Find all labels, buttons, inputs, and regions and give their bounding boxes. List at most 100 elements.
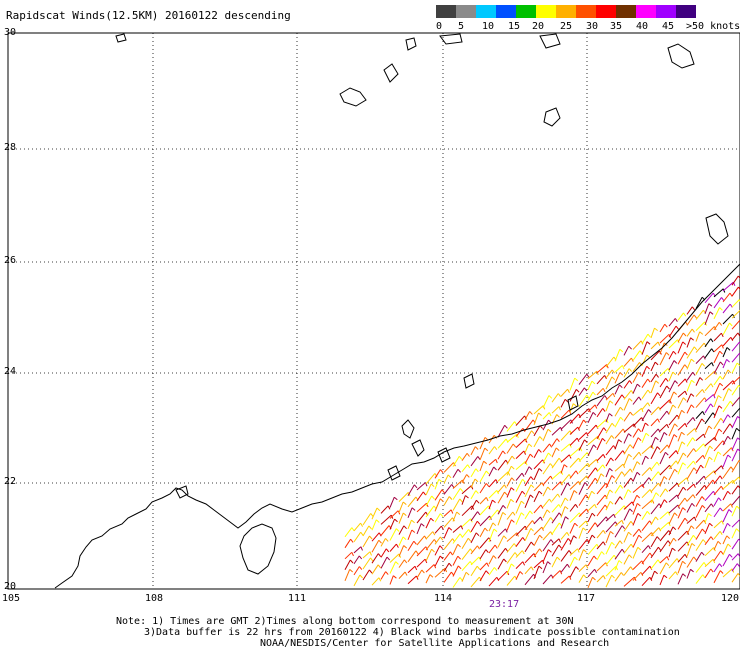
wind-barb-feather	[737, 506, 740, 509]
wind-barb-feather	[693, 438, 696, 441]
wind-barb-feather	[515, 553, 517, 556]
wind-barb-feather	[674, 361, 677, 364]
wind-barb	[714, 486, 721, 495]
wind-barb-feather	[639, 535, 642, 538]
wind-barb-feather	[658, 547, 660, 550]
wind-barb-feather	[664, 477, 667, 480]
wind-barb-feather	[612, 575, 615, 578]
wind-barb	[408, 508, 412, 518]
wind-barb-feather	[370, 536, 373, 539]
wind-barb-feather	[523, 562, 525, 566]
wind-barb	[732, 385, 739, 395]
wind-barb	[732, 416, 738, 428]
wind-barb	[525, 454, 530, 464]
wind-barb	[435, 499, 440, 512]
wind-barb-feather	[522, 491, 525, 494]
wind-barb	[345, 552, 352, 559]
wind-barb-feather	[612, 542, 615, 545]
wind-barb	[561, 550, 569, 561]
wind-barb-feather	[703, 540, 706, 543]
lon-label: 114	[434, 593, 452, 604]
wind-barb	[489, 577, 497, 586]
wind-barb	[714, 441, 723, 451]
wind-barb	[354, 523, 361, 531]
wind-barb	[354, 556, 359, 564]
wind-barb-feather	[350, 560, 353, 563]
wind-barb-feather	[494, 529, 497, 532]
wind-barb-feather	[737, 428, 740, 431]
wind-barb-feather	[665, 489, 667, 492]
wind-barb-feather	[441, 526, 443, 530]
wind-barb-feather	[731, 467, 733, 470]
wind-barb	[435, 546, 440, 556]
wind-barb	[534, 566, 539, 579]
wind-barb-feather	[683, 333, 686, 336]
wind-barb-feather	[702, 389, 704, 393]
wind-barb	[642, 566, 650, 575]
wind-barb	[678, 432, 682, 441]
wind-barb-feather	[664, 575, 667, 578]
wind-barb	[660, 452, 665, 464]
wind-barb-feather	[702, 505, 705, 508]
wind-barb	[723, 314, 733, 324]
wind-barb-feather	[620, 349, 623, 352]
wind-barb	[714, 564, 720, 572]
wind-barb	[678, 342, 683, 353]
wind-barb-feather	[604, 428, 607, 431]
wind-barb-feather	[513, 444, 516, 447]
wind-barb	[705, 395, 714, 402]
wind-barb	[732, 477, 739, 483]
wind-barb-feather	[583, 528, 586, 531]
wind-barb	[588, 436, 598, 445]
wind-barb	[678, 442, 682, 453]
wind-barb	[570, 513, 579, 523]
wind-barb	[732, 363, 737, 373]
wind-barb	[624, 445, 630, 455]
wind-barb	[516, 572, 520, 580]
wind-barb	[570, 458, 579, 467]
wind-barb-feather	[504, 485, 506, 488]
wind-barb	[606, 575, 612, 587]
wind-barb	[714, 362, 720, 374]
wind-barb	[570, 481, 579, 489]
wind-barb	[435, 490, 442, 501]
wind-barb	[732, 310, 740, 318]
wind-barb	[624, 358, 631, 366]
wind-barb	[624, 399, 629, 411]
wind-barb-feather	[640, 351, 642, 354]
wind-barb-feather	[458, 469, 461, 472]
wind-barb-feather	[540, 535, 543, 538]
wind-barb	[687, 307, 692, 315]
wind-barb-feather	[711, 569, 713, 572]
wind-barb-feather	[394, 497, 397, 500]
wind-barb	[588, 371, 597, 379]
wind-barb-feather	[730, 554, 733, 557]
wind-barb	[417, 536, 425, 545]
wind-barb-feather	[378, 554, 380, 557]
wind-barb	[705, 504, 711, 512]
wind-barb-feather	[505, 492, 508, 495]
wind-barb-feather	[693, 417, 695, 421]
wind-barb-feather	[550, 464, 552, 467]
wind-barb	[516, 416, 525, 426]
wind-barb	[561, 517, 565, 529]
wind-barb-feather	[694, 468, 697, 471]
wind-barb-feather	[594, 445, 597, 448]
wind-barb-feather	[478, 456, 480, 459]
wind-barb	[390, 519, 395, 529]
wind-barb	[444, 475, 448, 484]
wind-barb-feather	[719, 322, 721, 325]
wind-barb-feather	[458, 544, 461, 547]
wind-barb	[417, 483, 426, 490]
wind-barb-feather	[658, 419, 660, 423]
wind-barb-feather	[730, 401, 732, 404]
wind-barb-feather	[577, 438, 579, 442]
wind-barb	[624, 434, 629, 444]
wind-barb-feather	[646, 456, 649, 459]
wind-barb	[687, 338, 691, 348]
wind-barb	[417, 570, 422, 578]
wind-barb	[471, 566, 477, 576]
wind-barb-feather	[638, 513, 641, 516]
wind-barb-feather	[593, 392, 596, 395]
wind-barb	[651, 493, 656, 503]
